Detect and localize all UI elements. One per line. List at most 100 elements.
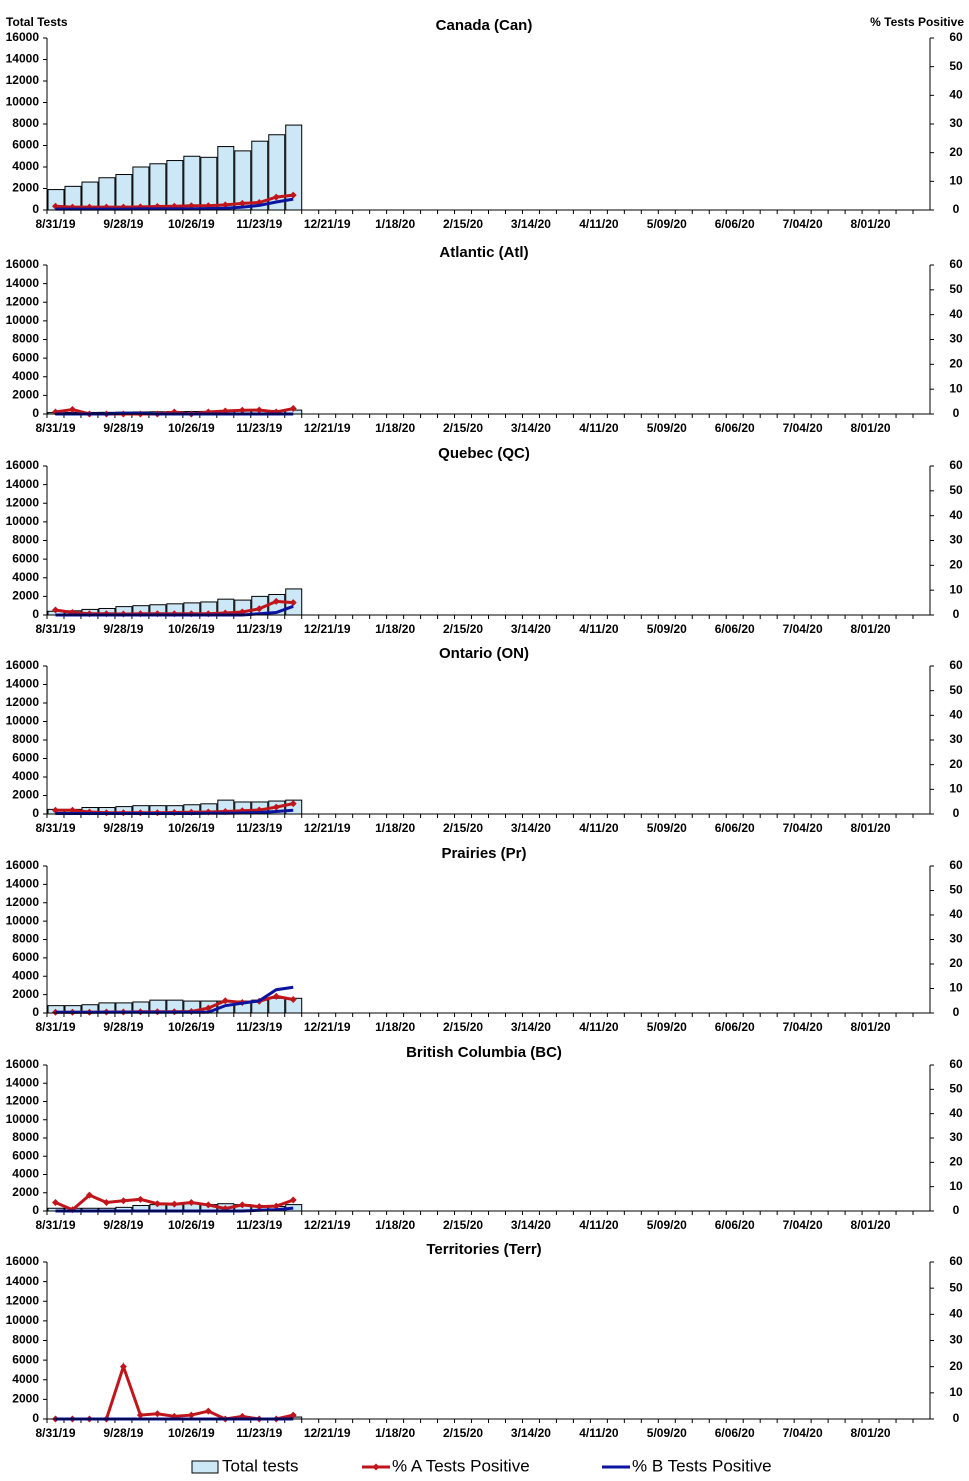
x-tick-label: 6/06/20 xyxy=(715,1426,755,1440)
y-tick-label: 0 xyxy=(32,607,39,621)
y-tick-label: 0 xyxy=(32,1411,39,1425)
x-tick-label: 4/11/20 xyxy=(579,217,619,231)
y2-tick-label: 40 xyxy=(949,708,963,722)
y-tick-label: 4000 xyxy=(12,1372,39,1386)
y2-tick-label: 0 xyxy=(953,202,960,216)
x-tick-label: 6/06/20 xyxy=(715,421,755,435)
x-tick-label: 3/14/20 xyxy=(511,1020,551,1034)
y-tick-label: 12000 xyxy=(6,695,40,709)
y2-tick-label: 0 xyxy=(953,1005,960,1019)
marker xyxy=(85,1191,93,1199)
x-tick-label: 8/31/19 xyxy=(35,1218,75,1232)
x-tick-label: 5/09/20 xyxy=(647,821,687,835)
y-tick-label: 10000 xyxy=(6,913,40,927)
y-axis-title: Total Tests xyxy=(6,15,68,29)
y2-tick-label: 50 xyxy=(949,483,963,497)
y-tick-label: 2000 xyxy=(12,1392,39,1406)
y2-tick-label: 50 xyxy=(949,1082,963,1096)
y-tick-label: 10000 xyxy=(6,514,40,528)
y2-tick-label: 10 xyxy=(949,1179,963,1193)
x-tick-label: 9/28/19 xyxy=(103,821,143,835)
marker xyxy=(272,193,280,201)
marker xyxy=(68,406,76,414)
marker xyxy=(272,1202,280,1210)
y-tick-label: 0 xyxy=(32,202,39,216)
y-tick-label: 10000 xyxy=(6,1112,40,1126)
x-tick-label: 1/18/20 xyxy=(375,1020,415,1034)
marker xyxy=(289,996,297,1004)
marker xyxy=(204,1004,212,1012)
y-tick-label: 8000 xyxy=(12,932,39,946)
y-tick-label: 8000 xyxy=(12,332,39,346)
marker xyxy=(221,201,229,209)
x-tick-label: 6/06/20 xyxy=(715,622,755,636)
x-tick-label: 7/04/20 xyxy=(783,217,823,231)
marker xyxy=(238,1201,246,1209)
y2-tick-label: 50 xyxy=(949,883,963,897)
x-tick-label: 2/15/20 xyxy=(443,821,483,835)
y2-tick-label: 20 xyxy=(949,757,963,771)
y2-tick-label: 10 xyxy=(949,782,963,796)
marker xyxy=(238,199,246,207)
y-tick-label: 10000 xyxy=(6,714,40,728)
y-tick-label: 6000 xyxy=(12,350,39,364)
y-tick-label: 14000 xyxy=(6,276,40,290)
x-tick-label: 8/01/20 xyxy=(851,1020,891,1034)
x-tick-label: 12/21/19 xyxy=(304,821,351,835)
y-tick-label: 16000 xyxy=(6,30,40,44)
chart-title: Territories (Terr) xyxy=(426,1241,541,1258)
x-tick-label: 11/23/19 xyxy=(236,1426,282,1440)
x-tick-label: 8/31/19 xyxy=(35,421,75,435)
y2-tick-label: 10 xyxy=(949,174,963,188)
x-tick-label: 12/21/19 xyxy=(304,1020,351,1034)
bar xyxy=(200,156,218,211)
x-tick-label: 12/21/19 xyxy=(304,217,351,231)
x-tick-label: 7/04/20 xyxy=(783,421,823,435)
bar xyxy=(217,146,235,211)
x-tick-label: 8/01/20 xyxy=(851,1218,891,1232)
x-tick-label: 2/15/20 xyxy=(443,421,483,435)
line xyxy=(55,985,294,1014)
x-tick-label: 5/09/20 xyxy=(647,1020,687,1034)
x-tick-label: 7/04/20 xyxy=(783,622,823,636)
marker xyxy=(187,1411,195,1419)
y-tick-label: 8000 xyxy=(12,116,39,130)
x-tick-label: 10/26/19 xyxy=(168,821,215,835)
y-tick-label: 2000 xyxy=(12,987,39,1001)
y-tick-label: 10000 xyxy=(6,1313,40,1327)
y-tick-label: 2000 xyxy=(12,788,39,802)
marker xyxy=(204,1201,212,1209)
y2-tick-label: 40 xyxy=(949,88,963,102)
marker xyxy=(238,406,246,414)
x-tick-label: 12/21/19 xyxy=(304,1218,351,1232)
x-tick-label: 4/11/20 xyxy=(579,821,619,835)
x-tick-label: 3/14/20 xyxy=(511,821,551,835)
y-tick-label: 6000 xyxy=(12,551,39,565)
x-tick-label: 9/28/19 xyxy=(103,421,143,435)
y-tick-label: 2000 xyxy=(12,1185,39,1199)
bar xyxy=(268,997,286,1014)
x-tick-label: 1/18/20 xyxy=(375,1218,415,1232)
y-tick-label: 8000 xyxy=(12,1130,39,1144)
x-tick-label: 5/09/20 xyxy=(647,622,687,636)
y2-tick-label: 60 xyxy=(949,257,963,271)
x-tick-label: 12/21/19 xyxy=(304,1426,351,1440)
x-tick-label: 6/06/20 xyxy=(715,1218,755,1232)
y-tick-label: 4000 xyxy=(12,369,39,383)
y2-tick-label: 30 xyxy=(949,932,963,946)
y-tick-label: 2000 xyxy=(12,181,39,195)
y-tick-label: 10000 xyxy=(6,313,40,327)
y2-tick-label: 10 xyxy=(949,1385,963,1399)
y2-tick-label: 60 xyxy=(949,30,963,44)
y-tick-label: 12000 xyxy=(6,294,40,308)
y2-tick-label: 0 xyxy=(953,1203,960,1217)
x-tick-label: 2/15/20 xyxy=(443,1020,483,1034)
y-tick-label: 16000 xyxy=(6,1254,40,1268)
marker xyxy=(289,1196,297,1204)
y-tick-label: 16000 xyxy=(6,257,40,271)
y2-tick-label: 50 xyxy=(949,282,963,296)
legend-swatch xyxy=(191,1460,219,1474)
legend-label: % A Tests Positive xyxy=(392,1456,530,1475)
y2-tick-label: 50 xyxy=(949,683,963,697)
y2-tick-label: 20 xyxy=(949,1359,963,1373)
